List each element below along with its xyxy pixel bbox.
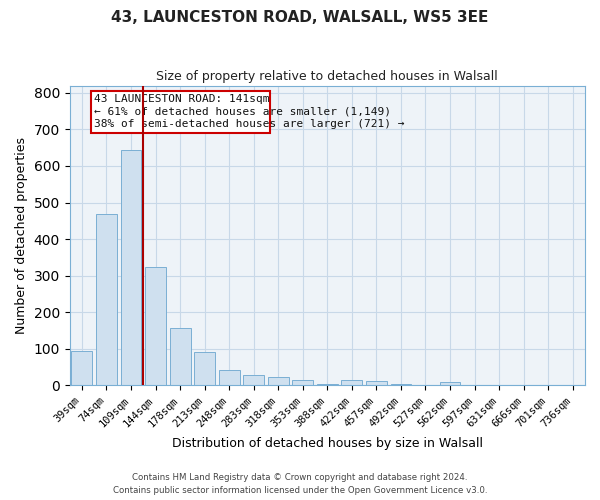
Bar	[121, 150, 142, 386]
X-axis label: Distribution of detached houses by size in Walsall: Distribution of detached houses by size …	[172, 437, 483, 450]
Bar	[366, 380, 387, 386]
Bar	[317, 384, 338, 386]
Bar	[194, 352, 215, 386]
Bar	[440, 382, 460, 386]
Title: Size of property relative to detached houses in Walsall: Size of property relative to detached ho…	[157, 70, 498, 83]
Bar	[145, 266, 166, 386]
Text: Contains HM Land Registry data © Crown copyright and database right 2024.
Contai: Contains HM Land Registry data © Crown c…	[113, 474, 487, 495]
Bar	[243, 375, 264, 386]
Text: 43 LAUNCESTON ROAD: 141sqm: 43 LAUNCESTON ROAD: 141sqm	[94, 94, 269, 104]
Bar	[71, 350, 92, 386]
Bar	[268, 378, 289, 386]
Bar	[391, 384, 412, 386]
Bar	[341, 380, 362, 386]
Y-axis label: Number of detached properties: Number of detached properties	[15, 137, 28, 334]
Text: 38% of semi-detached houses are larger (721) →: 38% of semi-detached houses are larger (…	[94, 119, 404, 129]
Text: ← 61% of detached houses are smaller (1,149): ← 61% of detached houses are smaller (1,…	[94, 106, 391, 117]
Bar	[219, 370, 239, 386]
Text: 43, LAUNCESTON ROAD, WALSALL, WS5 3EE: 43, LAUNCESTON ROAD, WALSALL, WS5 3EE	[112, 10, 488, 25]
Bar	[170, 328, 191, 386]
Bar	[292, 380, 313, 386]
Bar	[96, 214, 117, 386]
FancyBboxPatch shape	[91, 91, 269, 133]
